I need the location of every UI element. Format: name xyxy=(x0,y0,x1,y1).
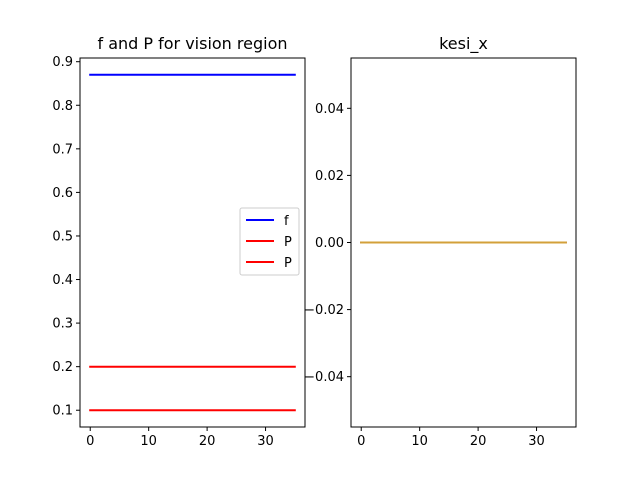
chart-title: f and P for vision region xyxy=(97,34,287,53)
x-tick-label: 20 xyxy=(470,434,487,449)
x-tick-label: 0 xyxy=(86,434,94,449)
y-tick-label: 0.02 xyxy=(315,169,344,184)
x-tick-label: 10 xyxy=(140,434,157,449)
y-tick-label: 0.6 xyxy=(52,186,73,201)
y-tick-label: 0.7 xyxy=(52,142,73,157)
x-tick-label: 0 xyxy=(357,434,365,449)
y-tick-label: 0.00 xyxy=(315,236,344,251)
y-tick-label: 0.04 xyxy=(315,102,344,117)
chart-1: 0 10 20 30 0.1 0.2 0.3 0.4 0.5 0.6 0.7 0.8 0.9 f and … xyxy=(52,34,306,449)
y-tick-label: 0.9 xyxy=(52,55,73,70)
legend: fPP xyxy=(239,207,300,276)
y-tick-label: −0.02 xyxy=(304,303,344,318)
y-tick-label: 0.4 xyxy=(52,273,73,288)
x-tick-label: 30 xyxy=(528,434,545,449)
y-tick-label: 0.2 xyxy=(52,360,73,375)
legend-label: P xyxy=(284,256,292,271)
x-tick-label: 30 xyxy=(257,434,274,449)
legend-label: f xyxy=(284,214,289,229)
chart-2: 0 10 20 30 −0.04 −0.02 0.00 0.02 0.04 kesi_x xyxy=(304,34,577,449)
y-tick-label: 0.3 xyxy=(52,317,73,332)
y-tick-label: 0.8 xyxy=(52,99,73,114)
chart-title: kesi_x xyxy=(439,34,488,54)
x-tick-label: 10 xyxy=(411,434,428,449)
legend-label: P xyxy=(284,235,292,250)
y-tick-label: 0.5 xyxy=(52,229,73,244)
x-tick-label: 20 xyxy=(199,434,216,449)
y-tick-label: 0.1 xyxy=(52,404,73,419)
axes-frame xyxy=(79,57,306,428)
y-tick-label: −0.04 xyxy=(304,370,344,385)
